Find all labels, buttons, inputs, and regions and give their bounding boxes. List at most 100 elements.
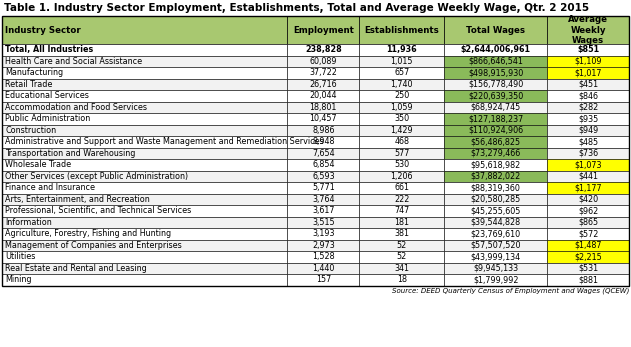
Text: $220,639,350: $220,639,350 xyxy=(468,91,523,100)
Bar xyxy=(287,102,360,113)
Bar xyxy=(360,274,444,286)
Bar xyxy=(287,239,360,251)
Text: 1,440: 1,440 xyxy=(312,264,334,273)
Text: 747: 747 xyxy=(394,206,410,215)
Bar xyxy=(444,56,548,67)
Bar xyxy=(2,16,287,44)
Text: 157: 157 xyxy=(316,275,331,284)
Text: 1,740: 1,740 xyxy=(391,80,413,89)
Bar xyxy=(2,194,287,205)
Bar xyxy=(548,274,629,286)
Bar xyxy=(548,228,629,239)
Bar xyxy=(548,102,629,113)
Text: 1,206: 1,206 xyxy=(391,172,413,181)
Text: $866,646,541: $866,646,541 xyxy=(468,57,523,66)
Bar xyxy=(548,159,629,170)
Text: 18: 18 xyxy=(397,275,407,284)
Bar xyxy=(2,159,287,170)
Text: $1,487: $1,487 xyxy=(574,241,602,250)
Text: Retail Trade: Retail Trade xyxy=(5,80,52,89)
Bar xyxy=(2,44,287,56)
Text: $498,915,930: $498,915,930 xyxy=(468,68,523,77)
Text: $2,644,006,961: $2,644,006,961 xyxy=(461,45,531,54)
Text: Employment: Employment xyxy=(293,25,354,34)
Bar xyxy=(444,251,548,262)
Text: Utilities: Utilities xyxy=(5,252,35,261)
Bar xyxy=(2,113,287,125)
Text: $57,507,520: $57,507,520 xyxy=(471,241,521,250)
Text: 3,764: 3,764 xyxy=(312,195,334,204)
Text: 657: 657 xyxy=(394,68,410,77)
Text: $282: $282 xyxy=(578,103,598,112)
Bar xyxy=(2,125,287,136)
Bar xyxy=(444,182,548,194)
Bar xyxy=(444,16,548,44)
Bar xyxy=(2,170,287,182)
Bar xyxy=(287,56,360,67)
Text: 37,722: 37,722 xyxy=(309,68,338,77)
Bar xyxy=(2,56,287,67)
Text: $441: $441 xyxy=(578,172,598,181)
Text: 3,515: 3,515 xyxy=(312,218,334,227)
Text: Manufacturing: Manufacturing xyxy=(5,68,63,77)
Text: $846: $846 xyxy=(578,91,598,100)
Bar xyxy=(548,170,629,182)
Text: $531: $531 xyxy=(578,264,598,273)
Bar xyxy=(287,228,360,239)
Text: Arts, Entertainment, and Recreation: Arts, Entertainment, and Recreation xyxy=(5,195,150,204)
Text: 18,801: 18,801 xyxy=(310,103,337,112)
Bar xyxy=(287,182,360,194)
Text: $485: $485 xyxy=(578,137,598,146)
Text: 2,973: 2,973 xyxy=(312,241,334,250)
Bar xyxy=(444,239,548,251)
Bar xyxy=(287,170,360,182)
Bar xyxy=(444,102,548,113)
Bar xyxy=(444,125,548,136)
Bar xyxy=(444,136,548,147)
Bar xyxy=(548,182,629,194)
Bar xyxy=(287,205,360,217)
Text: 7,654: 7,654 xyxy=(312,149,334,158)
Bar xyxy=(360,113,444,125)
Text: 661: 661 xyxy=(394,183,410,192)
Bar xyxy=(2,262,287,274)
Text: 577: 577 xyxy=(394,149,410,158)
Text: Educational Services: Educational Services xyxy=(5,91,89,100)
Text: Real Estate and Rental and Leasing: Real Estate and Rental and Leasing xyxy=(5,264,147,273)
Text: 381: 381 xyxy=(394,229,410,238)
Bar xyxy=(287,274,360,286)
Text: Total Wages: Total Wages xyxy=(466,25,525,34)
Text: $949: $949 xyxy=(578,126,598,135)
Text: 530: 530 xyxy=(394,160,410,169)
Bar xyxy=(360,251,444,262)
Text: Establishments: Establishments xyxy=(364,25,439,34)
Text: Accommodation and Food Services: Accommodation and Food Services xyxy=(5,103,147,112)
Bar xyxy=(360,78,444,90)
Bar xyxy=(360,44,444,56)
Text: $1,073: $1,073 xyxy=(574,160,602,169)
Bar xyxy=(287,159,360,170)
Text: 341: 341 xyxy=(394,264,410,273)
Bar xyxy=(360,217,444,228)
Bar xyxy=(444,147,548,159)
Text: $23,769,610: $23,769,610 xyxy=(471,229,521,238)
Text: Total, All Industries: Total, All Industries xyxy=(5,45,93,54)
Text: Average
Weekly
Wages: Average Weekly Wages xyxy=(569,15,608,45)
Bar xyxy=(548,44,629,56)
Bar xyxy=(2,102,287,113)
Text: $20,580,285: $20,580,285 xyxy=(471,195,521,204)
Text: 6,854: 6,854 xyxy=(312,160,334,169)
Text: Management of Companies and Enterprises: Management of Companies and Enterprises xyxy=(5,241,182,250)
Text: Professional, Scientific, and Technical Services: Professional, Scientific, and Technical … xyxy=(5,206,191,215)
Bar xyxy=(360,262,444,274)
Bar xyxy=(444,205,548,217)
Text: $127,188,237: $127,188,237 xyxy=(468,114,523,123)
Bar xyxy=(444,170,548,182)
Bar xyxy=(287,251,360,262)
Text: 11,936: 11,936 xyxy=(386,45,417,54)
Bar xyxy=(360,90,444,102)
Text: $9,945,133: $9,945,133 xyxy=(473,264,518,273)
Bar xyxy=(360,205,444,217)
Text: Table 1. Industry Sector Employment, Establishments, Total and Average Weekly Wa: Table 1. Industry Sector Employment, Est… xyxy=(4,3,589,13)
Text: $68,924,745: $68,924,745 xyxy=(471,103,521,112)
